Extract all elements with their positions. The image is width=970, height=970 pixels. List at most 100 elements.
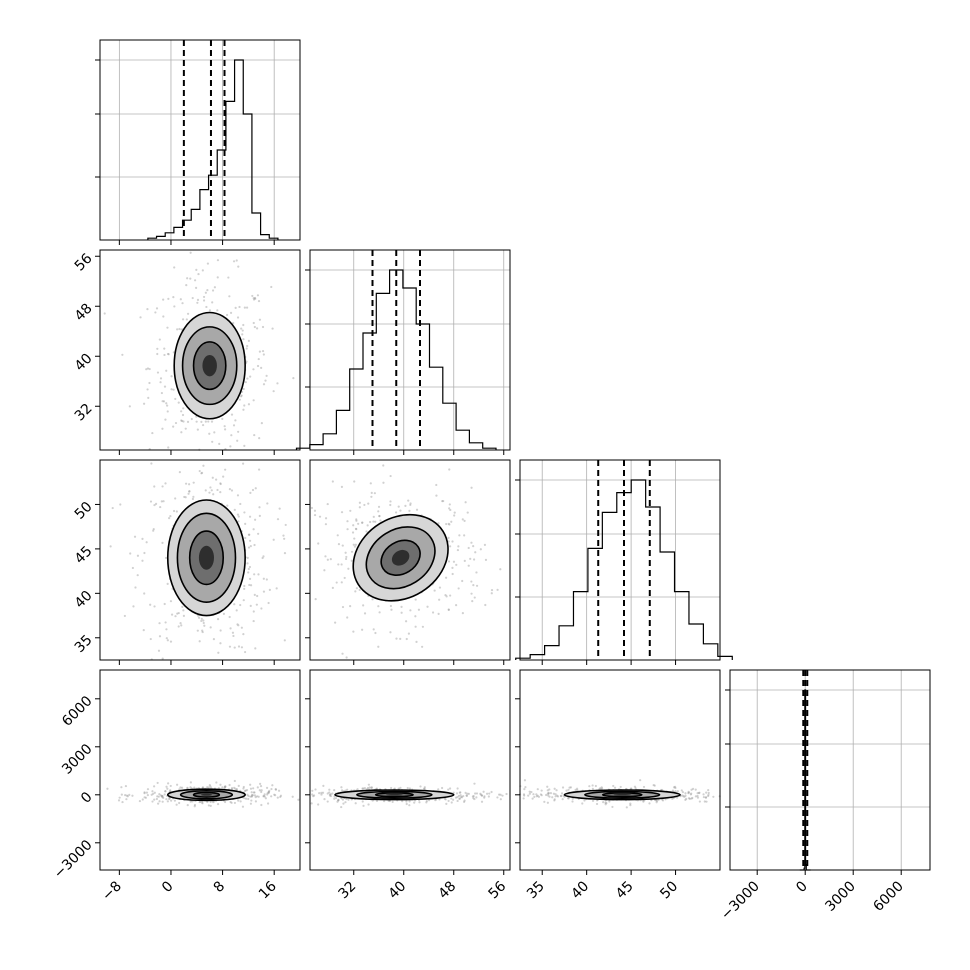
sample-point <box>458 797 462 800</box>
sample-point <box>423 786 426 789</box>
sample-point <box>549 792 553 795</box>
sample-point <box>390 786 393 790</box>
sample-point <box>212 638 216 641</box>
sample-point <box>237 265 240 268</box>
sample-point <box>310 506 314 510</box>
sample-point <box>153 485 156 488</box>
sample-point <box>417 608 421 611</box>
sample-point <box>556 794 559 797</box>
sample-point <box>111 506 114 510</box>
x-tick-label-2-3: 50 <box>657 878 681 902</box>
sample-point <box>563 795 566 798</box>
sample-point <box>146 367 150 370</box>
sample-point <box>202 621 205 625</box>
sample-point <box>236 439 239 442</box>
y-tick-label-2-3: 50 <box>72 499 96 523</box>
sample-point <box>169 640 173 643</box>
sample-point <box>156 352 159 356</box>
sample-point <box>178 801 181 805</box>
sample-point <box>405 802 408 806</box>
sample-point <box>147 396 150 399</box>
sample-point <box>372 515 375 518</box>
sample-point <box>539 793 543 796</box>
sample-point <box>141 559 144 562</box>
sample-point <box>167 353 170 356</box>
sample-point <box>258 514 261 517</box>
sample-point <box>196 629 199 632</box>
contour-3-1-2 <box>374 792 414 798</box>
sample-point <box>448 503 451 506</box>
sample-point <box>435 494 438 497</box>
sample-point <box>404 504 407 507</box>
sample-point <box>250 799 253 802</box>
sample-point <box>465 794 468 797</box>
sample-point <box>174 497 177 500</box>
sample-point <box>553 787 556 790</box>
sample-point <box>457 587 460 590</box>
sample-point <box>267 791 270 795</box>
sample-point <box>169 515 172 518</box>
sample-point <box>671 797 674 800</box>
sample-point <box>537 795 541 798</box>
sample-point <box>164 482 167 485</box>
sample-point <box>262 590 266 593</box>
sample-point <box>188 483 191 486</box>
sample-point <box>499 793 502 796</box>
sample-point <box>243 404 246 407</box>
sample-point <box>438 586 442 589</box>
sample-point <box>561 786 565 789</box>
sample-point <box>248 583 251 587</box>
sample-point <box>257 795 260 798</box>
sample-point <box>234 419 237 422</box>
sample-point <box>236 494 240 497</box>
sample-point <box>408 509 411 512</box>
sample-point <box>655 799 659 803</box>
sample-point <box>276 382 279 385</box>
sample-point <box>242 785 245 789</box>
sample-point <box>189 800 192 803</box>
sample-point <box>565 789 568 792</box>
contour-1-0-1 <box>181 326 238 406</box>
sample-point <box>389 474 392 478</box>
sample-point <box>456 795 459 799</box>
sample-point <box>482 790 485 793</box>
sample-point <box>219 491 222 494</box>
sample-point <box>414 598 417 601</box>
contour-2-1-1 <box>365 526 436 590</box>
sample-point <box>312 794 315 798</box>
sample-point <box>346 528 349 531</box>
sample-point <box>250 795 253 798</box>
sample-point <box>553 799 556 802</box>
density-level-3 <box>200 793 213 796</box>
sample-point <box>230 434 233 437</box>
sample-point <box>249 375 252 378</box>
sample-point <box>698 791 701 794</box>
sample-point <box>260 366 263 369</box>
sample-point <box>218 442 221 446</box>
sample-point <box>437 788 440 791</box>
sample-point <box>377 510 380 513</box>
sample-point <box>483 796 486 799</box>
sample-point <box>273 793 276 796</box>
sample-point <box>201 801 204 804</box>
sample-point <box>629 804 632 807</box>
sample-point <box>216 618 220 621</box>
sample-point <box>169 784 172 788</box>
sample-point <box>248 565 252 569</box>
sample-point <box>397 787 400 790</box>
sample-point <box>168 797 171 800</box>
sample-point <box>450 801 453 804</box>
sample-point <box>244 522 247 525</box>
sample-point <box>146 388 149 391</box>
sample-point <box>261 556 264 560</box>
y-tick-label-2-0: 35 <box>72 632 96 656</box>
sample-point <box>323 569 326 572</box>
sample-point <box>655 801 658 804</box>
sample-point <box>174 615 177 618</box>
sample-point <box>143 792 146 795</box>
sample-point <box>575 787 579 790</box>
sample-point <box>535 793 538 796</box>
sample-point <box>561 798 564 801</box>
sample-point <box>161 427 164 430</box>
sample-point <box>324 555 327 558</box>
